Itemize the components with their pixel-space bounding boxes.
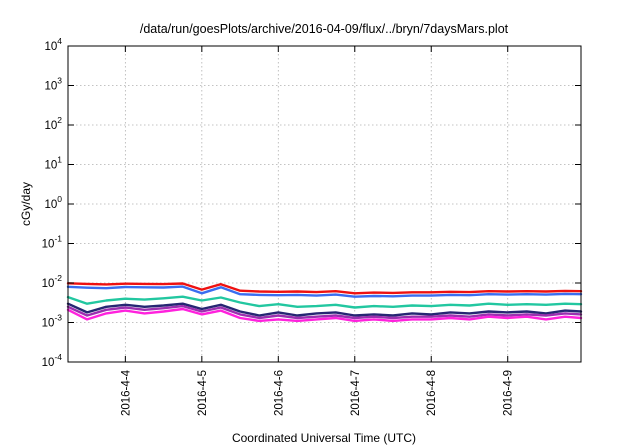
series-line [66,285,583,298]
y-tick-label: 104 [44,36,62,53]
x-tick-label: 2016-4-8 [426,370,438,416]
y-axis: 10-4 10-3 10-2 10-1 100 101 102 103 104 [42,36,581,369]
y-axis-label: cGy/day [19,182,33,226]
series-line [66,282,583,295]
y-tick-label: 100 [44,194,62,211]
chart-title: /data/run/goesPlots/archive/2016-04-09/f… [140,22,509,36]
y-tick-label: 103 [44,76,62,93]
series-line [66,302,583,317]
y-tick-label: 102 [44,115,62,132]
y-tick-label: 10-4 [42,352,63,369]
series-line [66,295,583,309]
x-tick-label: 2016-4-4 [120,369,132,416]
series-line [66,304,583,320]
y-tick-label: 10-3 [42,313,63,330]
x-axis: 2016-4-4 2016-4-5 2016-4-6 2016-4-7 2016-4-8… [120,46,515,416]
y-tick-label: 101 [44,155,62,172]
y-tick-label: 10-1 [42,234,63,251]
x-tick-label: 2016-4-5 [197,370,209,416]
x-tick-label: 2016-4-9 [503,370,515,416]
y-tick-label: 10-2 [42,273,63,290]
x-tick-label: 2016-4-7 [350,370,362,416]
grid [68,46,581,362]
x-tick-label: 2016-4-6 [273,370,285,416]
series-line [66,307,583,323]
series-group [66,282,583,323]
x-axis-label: Coordinated Universal Time (UTC) [232,431,416,445]
